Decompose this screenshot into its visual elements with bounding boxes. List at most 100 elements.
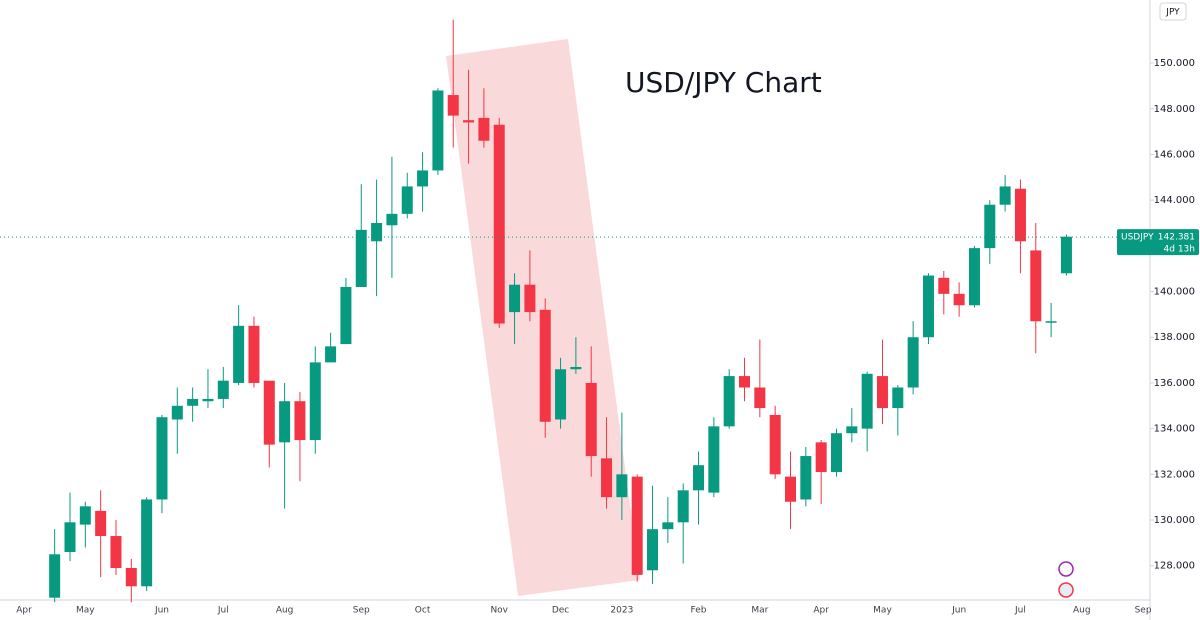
- y-tick-label: 146.000: [1154, 149, 1195, 160]
- y-tick-label: 130.000: [1154, 515, 1195, 526]
- candle-body: [585, 382, 597, 457]
- candle-body: [907, 337, 919, 388]
- candle-body: [785, 476, 796, 502]
- x-tick-label: Sep: [353, 606, 370, 616]
- event-icon[interactable]: [1058, 582, 1074, 598]
- candle-body: [677, 490, 689, 523]
- y-tick-label: 144.000: [1154, 195, 1195, 206]
- x-tick-label: Apr: [813, 606, 829, 616]
- candle-body: [340, 286, 352, 345]
- candle-body: [233, 325, 245, 383]
- candle-body: [355, 229, 367, 287]
- candle-body: [555, 369, 567, 420]
- candle-body: [846, 426, 858, 434]
- x-tick-label: Nov: [490, 606, 508, 616]
- candle-body: [693, 465, 705, 491]
- candle-body: [64, 522, 76, 553]
- candle-body: [141, 499, 153, 587]
- x-tick-label: Feb: [691, 606, 707, 616]
- candle-body: [125, 568, 137, 587]
- candle-body: [708, 426, 720, 493]
- candle-body: [463, 120, 475, 123]
- candle-body: [861, 373, 873, 429]
- candle-body: [739, 376, 751, 388]
- candle-body: [171, 405, 183, 420]
- candle-body: [968, 248, 980, 306]
- candle-body: [263, 380, 275, 445]
- candle-body: [371, 223, 383, 242]
- candle-body: [187, 398, 199, 406]
- x-tick-label: Jun: [154, 606, 169, 616]
- candle-body: [723, 376, 735, 427]
- countdown-label: 4d 13h: [1164, 245, 1195, 255]
- x-tick-label: Jun: [951, 606, 966, 616]
- y-tick-label: 140.000: [1154, 287, 1195, 298]
- event-icon[interactable]: [1058, 561, 1074, 577]
- candle-body: [601, 458, 613, 498]
- candle-body: [248, 325, 260, 383]
- x-tick-label: Apr: [16, 606, 32, 616]
- candle-body: [95, 510, 107, 537]
- last-price-badge: [1117, 229, 1199, 256]
- candle-body: [79, 506, 91, 525]
- candle-body: [984, 204, 996, 249]
- candle-body: [1045, 321, 1057, 323]
- chart-title: USD/JPY Chart: [625, 66, 822, 99]
- y-tick-label: 150.000: [1154, 58, 1195, 69]
- candle-body: [754, 387, 766, 409]
- candle-body: [294, 401, 306, 441]
- candle-body: [631, 476, 643, 575]
- y-tick-label: 128.000: [1154, 561, 1195, 572]
- x-tick-label: 2023: [610, 606, 633, 616]
- y-tick-label: 148.000: [1154, 104, 1195, 115]
- x-tick-label: Jul: [217, 606, 229, 616]
- candle-body: [876, 376, 888, 409]
- x-tick-label: Oct: [415, 606, 431, 616]
- candle-body: [922, 275, 934, 338]
- symbol-label: USDJPY: [1121, 233, 1154, 243]
- candle-body: [156, 417, 168, 500]
- candle-body: [1014, 188, 1026, 242]
- candle-body: [493, 124, 505, 324]
- candle-body: [478, 117, 490, 141]
- x-tick-label: May: [76, 606, 95, 616]
- x-tick-label: Sep: [1135, 606, 1152, 616]
- candle-body: [539, 309, 551, 422]
- candle-body: [938, 277, 950, 294]
- last-price-label: 142.381: [1158, 233, 1195, 243]
- candle-body: [417, 170, 429, 187]
- candle-body: [616, 474, 628, 498]
- x-tick-label: Jul: [1014, 606, 1026, 616]
- candle-body: [647, 529, 659, 571]
- candle-body: [830, 433, 842, 473]
- currency: JPY: [1165, 8, 1180, 18]
- candle-body: [217, 380, 229, 399]
- candle-body: [769, 414, 781, 475]
- y-tick-label: 138.000: [1154, 332, 1195, 343]
- candle-body: [432, 90, 444, 171]
- candle-body: [401, 186, 413, 214]
- candle-body: [953, 293, 965, 306]
- candle-body: [386, 213, 398, 226]
- candle-body: [49, 554, 61, 598]
- candle-body: [892, 387, 904, 409]
- candle-body: [1060, 236, 1072, 274]
- candle-body: [279, 401, 291, 443]
- candle-body: [570, 366, 582, 370]
- currency-badge[interactable]: [1159, 2, 1187, 21]
- y-tick-label: 136.000: [1154, 378, 1195, 389]
- candle-body: [202, 398, 214, 402]
- candle-body: [999, 186, 1011, 205]
- candle-body: [800, 456, 812, 500]
- event-icons: [1058, 561, 1074, 598]
- y-tick-label: 134.000: [1154, 424, 1195, 435]
- x-tick-label: Dec: [552, 606, 569, 616]
- candle-body: [815, 442, 827, 473]
- x-tick-label: Mar: [751, 606, 768, 616]
- x-tick-label: Aug: [276, 606, 294, 616]
- candle-body: [325, 346, 337, 363]
- candle-body: [1030, 250, 1042, 322]
- x-tick-label: Aug: [1073, 606, 1091, 616]
- y-tick-label: 132.000: [1154, 469, 1195, 480]
